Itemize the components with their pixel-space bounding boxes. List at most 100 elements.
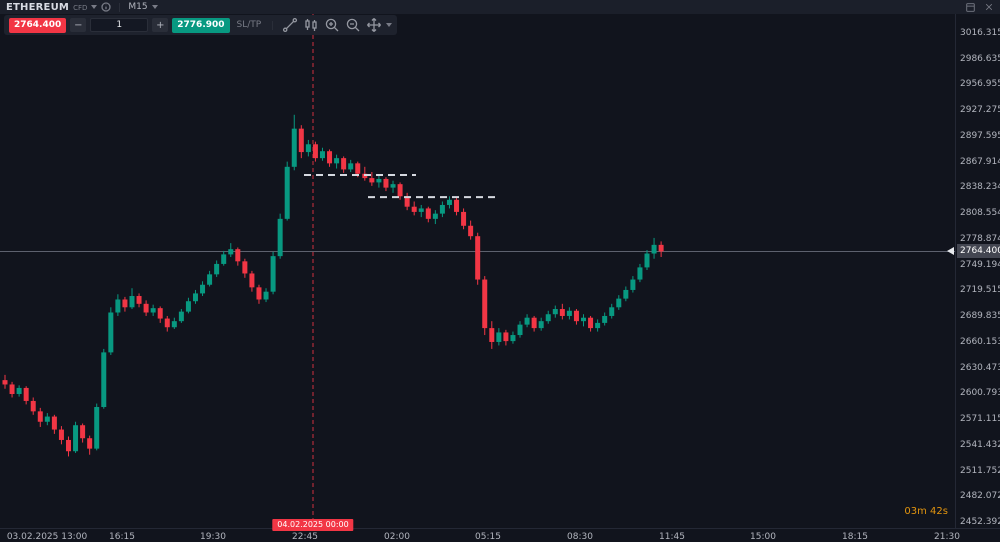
candle-body bbox=[630, 279, 636, 290]
time-axis-label: 15:00 bbox=[750, 532, 776, 542]
price-axis-label: 2511.752 bbox=[960, 465, 1000, 476]
candle-body bbox=[623, 289, 629, 299]
price-axis-label: 2630.473 bbox=[960, 362, 1000, 373]
candle-body bbox=[651, 244, 657, 254]
candle-body bbox=[545, 314, 551, 322]
candle-body bbox=[143, 303, 149, 313]
time-axis-label: 05:15 bbox=[475, 532, 501, 542]
info-icon[interactable] bbox=[101, 2, 112, 12]
candle-body bbox=[609, 307, 615, 316]
candle-body bbox=[37, 411, 43, 422]
candle-body bbox=[496, 332, 502, 342]
zoom-out-icon[interactable] bbox=[344, 17, 361, 33]
candle-body bbox=[30, 400, 36, 412]
candle-body bbox=[327, 151, 333, 164]
chart-type-candles-icon[interactable] bbox=[302, 17, 319, 33]
candle-body bbox=[200, 284, 206, 294]
candle-body bbox=[51, 416, 57, 430]
candle-body bbox=[305, 144, 311, 153]
time-axis-label: 11:45 bbox=[659, 532, 685, 542]
price-axis-label: 2808.554 bbox=[960, 208, 1000, 219]
candle-body bbox=[122, 299, 128, 308]
timeframe-selector[interactable]: M15 bbox=[128, 2, 148, 12]
close-icon[interactable] bbox=[984, 2, 994, 12]
top-bar-actions bbox=[965, 2, 994, 13]
sltp-button[interactable]: SL/TP bbox=[234, 20, 265, 30]
candle-body bbox=[58, 429, 64, 440]
candle-body bbox=[185, 301, 191, 312]
candle-body bbox=[129, 296, 135, 308]
price-axis-label: 2838.234 bbox=[960, 182, 1000, 193]
trendline-tool-icon[interactable] bbox=[281, 17, 298, 33]
candle-body bbox=[588, 317, 594, 329]
time-axis-label: 16:15 bbox=[109, 532, 135, 542]
time-axis-label: 21:30 bbox=[934, 532, 960, 542]
candle-body bbox=[482, 279, 488, 329]
candle-body bbox=[454, 199, 460, 212]
zoom-in-icon[interactable] bbox=[323, 17, 340, 33]
quantity-decrease-button[interactable]: − bbox=[70, 18, 87, 32]
tools-dropdown-caret-icon[interactable] bbox=[386, 23, 393, 27]
price-axis-label: 2571.115 bbox=[960, 414, 1000, 425]
candle-body bbox=[94, 407, 100, 449]
time-axis[interactable]: 03.02.2025 13:00 16:15 19:30 22:45 02:00 05:1… bbox=[0, 528, 1000, 542]
candle-body bbox=[249, 273, 255, 288]
candle-body bbox=[23, 387, 29, 401]
candle-body bbox=[658, 244, 664, 252]
timeframe-dropdown-caret-icon[interactable] bbox=[151, 5, 158, 9]
move-pan-icon[interactable] bbox=[365, 17, 382, 33]
symbol-name[interactable]: ETHEREUM bbox=[6, 1, 70, 13]
symbol-dropdown-caret-icon[interactable] bbox=[91, 5, 98, 9]
candle-body bbox=[425, 208, 431, 219]
candle-body bbox=[418, 208, 424, 212]
candle-body bbox=[16, 387, 22, 395]
candle-body bbox=[207, 274, 213, 285]
sell-price-button[interactable]: 2764.400 bbox=[9, 17, 67, 33]
candle-body bbox=[559, 309, 565, 316]
candle-body bbox=[221, 254, 227, 264]
candle-body bbox=[277, 218, 283, 257]
candle-body bbox=[531, 317, 537, 329]
price-axis-label: 2867.914 bbox=[960, 156, 1000, 167]
toolbar-divider bbox=[272, 20, 274, 30]
time-axis-label: 18:15 bbox=[842, 532, 868, 542]
candle-body bbox=[383, 178, 389, 188]
quantity-increase-button[interactable]: + bbox=[152, 18, 169, 32]
candle-body bbox=[178, 311, 184, 322]
candle-body bbox=[348, 163, 354, 170]
candle-body bbox=[517, 324, 523, 336]
price-axis-label: 2541.432 bbox=[960, 439, 1000, 450]
candle-body bbox=[65, 439, 71, 452]
candle-body bbox=[9, 384, 15, 395]
candle-body bbox=[446, 199, 452, 205]
candle-body bbox=[157, 308, 163, 319]
buy-price-button[interactable]: 2776.900 bbox=[172, 17, 230, 33]
price-axis[interactable]: 3016.315 2986.635 2956.955 2927.275 2897.595… bbox=[947, 0, 1000, 528]
candle-body bbox=[312, 144, 318, 159]
candle-body bbox=[228, 249, 234, 255]
candle-body bbox=[369, 178, 375, 183]
window-panel-icon[interactable] bbox=[965, 2, 976, 13]
candle-body bbox=[376, 178, 382, 183]
candle-body bbox=[616, 298, 622, 308]
candle-countdown: 03m 42s bbox=[904, 506, 948, 517]
price-axis-label: 2719.515 bbox=[960, 285, 1000, 296]
candle-body bbox=[397, 184, 403, 197]
candle-body bbox=[334, 158, 340, 164]
price-axis-label: 2778.874 bbox=[960, 233, 1000, 244]
candle-body bbox=[87, 438, 93, 449]
candle-body bbox=[581, 317, 587, 322]
price-axis-label: 2927.275 bbox=[960, 105, 1000, 116]
candle-body bbox=[566, 310, 572, 316]
candle-body bbox=[235, 249, 241, 262]
candle-body bbox=[270, 256, 276, 292]
candle-body bbox=[256, 287, 262, 300]
candle-body bbox=[108, 312, 114, 353]
candle-body bbox=[461, 211, 467, 226]
candle-body bbox=[503, 332, 509, 342]
candle-body bbox=[538, 321, 544, 329]
quantity-input[interactable]: 1 bbox=[90, 18, 149, 32]
candle-body bbox=[404, 196, 410, 207]
candle-body bbox=[44, 416, 50, 422]
